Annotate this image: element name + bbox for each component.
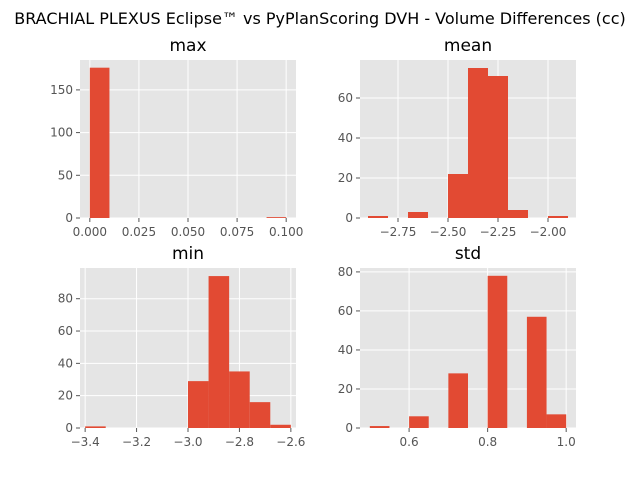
subplot-mean: −2.75 −2.50 −2.25 −2.00 0 20 40 60 mean: [338, 36, 576, 239]
histogram-bar: [368, 216, 388, 218]
subplot-std: 0.6 0.8 1.0 0 20 40 60 80 std: [338, 244, 576, 449]
x-tick-label: −2.50: [430, 225, 467, 239]
subplot-max: 0.000 0.025 0.050 0.075 0.100 0 50 100 150 max: [50, 36, 303, 239]
subplot-title: std: [455, 244, 481, 264]
x-tick-label: −3.2: [122, 435, 151, 449]
histogram-bar: [249, 402, 271, 428]
y-tick-label: 20: [338, 382, 353, 396]
y-tick-label: 40: [58, 356, 73, 370]
subplot-title: max: [169, 36, 206, 56]
histogram-bar: [409, 416, 429, 428]
x-tick-label: −2.8: [225, 435, 254, 449]
histogram-bar: [408, 212, 428, 218]
x-tick-label: −2.75: [380, 225, 417, 239]
histogram-bar: [468, 68, 488, 218]
x-tick-label: 1.0: [557, 435, 576, 449]
y-tick-label: 60: [338, 91, 353, 105]
x-tick-label: 0.8: [478, 435, 497, 449]
y-tick-label: 0: [65, 211, 73, 225]
y-tick-label: 100: [50, 126, 73, 140]
y-tick-label: 0: [65, 421, 73, 435]
histogram-bar: [448, 174, 468, 218]
x-tick-label: 0.6: [400, 435, 419, 449]
y-tick-label: 0: [345, 211, 353, 225]
x-tick-label: −3.0: [173, 435, 202, 449]
histogram-bar: [548, 216, 568, 218]
x-tick-label: 0.000: [73, 225, 107, 239]
histogram-bar: [89, 67, 110, 218]
x-tick-label: −2.25: [480, 225, 517, 239]
histogram-bar: [229, 371, 250, 428]
histogram-bar: [266, 217, 287, 218]
x-tick-label: 0.050: [171, 225, 205, 239]
subplot-min: −3.4 −3.2 −3.0 −2.8 −2.6 0 20 40 60 80 min: [58, 244, 306, 449]
histogram-bar: [369, 426, 390, 428]
subplot-title: mean: [444, 36, 492, 56]
x-tick-label: −2.6: [276, 435, 305, 449]
histogram-bar: [546, 414, 567, 428]
y-tick-label: 150: [50, 83, 73, 97]
histogram-bar: [208, 276, 230, 428]
y-tick-label: 50: [58, 168, 73, 182]
y-tick-label: 20: [338, 171, 353, 185]
histogram-bar: [85, 426, 106, 428]
y-tick-label: 80: [58, 292, 73, 306]
figure-title: BRACHIAL PLEXUS Eclipse™ vs PyPlanScorin…: [14, 9, 626, 28]
x-tick-label: 0.075: [220, 225, 254, 239]
histogram-bar: [188, 381, 209, 428]
histogram-bar: [270, 424, 291, 428]
y-tick-label: 60: [58, 324, 73, 338]
histogram-bar: [526, 316, 547, 428]
x-tick-label: −2.00: [530, 225, 567, 239]
histogram-bar: [488, 76, 508, 218]
x-tick-label: −3.4: [71, 435, 100, 449]
x-tick-label: 0.025: [122, 225, 156, 239]
y-tick-label: 60: [338, 304, 353, 318]
y-tick-label: 40: [338, 131, 353, 145]
y-tick-label: 20: [58, 389, 73, 403]
y-tick-label: 40: [338, 343, 353, 357]
x-tick-label: 0.100: [269, 225, 303, 239]
y-tick-label: 80: [338, 265, 353, 279]
histogram-bar: [508, 210, 528, 218]
histogram-bar: [448, 373, 468, 428]
y-tick-label: 0: [345, 421, 353, 435]
subplot-title: min: [172, 244, 204, 264]
histogram-bar: [487, 275, 508, 428]
